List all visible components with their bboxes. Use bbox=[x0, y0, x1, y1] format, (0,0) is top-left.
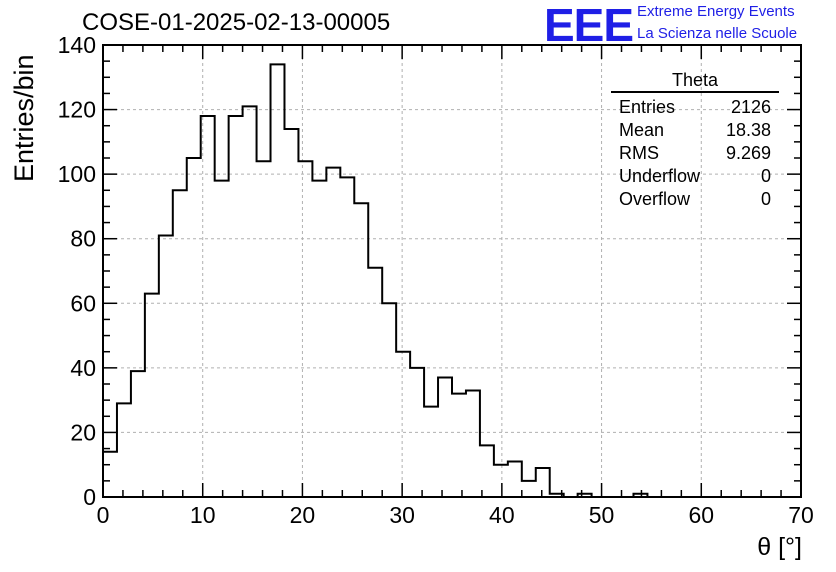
stats-value: 2126 bbox=[730, 97, 771, 117]
histogram-bin bbox=[340, 177, 354, 497]
stats-row: Overflow 0 bbox=[611, 188, 779, 211]
y-tick-label: 60 bbox=[70, 290, 96, 316]
histogram-bin bbox=[536, 468, 550, 497]
histogram-bin bbox=[396, 352, 410, 497]
x-axis-label: θ [°] bbox=[757, 533, 802, 561]
stats-value: 18.38 bbox=[725, 120, 771, 140]
logo-line-2: La Scienza nelle Scuole bbox=[637, 25, 798, 42]
histogram-bin bbox=[187, 158, 201, 497]
histogram-bin bbox=[382, 303, 396, 497]
stats-label: Entries bbox=[619, 97, 676, 117]
histogram-bin bbox=[103, 452, 117, 497]
histogram-bin bbox=[215, 181, 229, 497]
y-tick-label: 20 bbox=[70, 419, 96, 445]
x-tick-label: 20 bbox=[290, 502, 316, 528]
plot-title: COSE-01-2025-02-13-00005 bbox=[82, 9, 391, 36]
y-tick-label: 0 bbox=[83, 484, 96, 510]
x-tick-label: 50 bbox=[589, 502, 615, 528]
histogram-bin bbox=[243, 106, 257, 497]
axes bbox=[102, 44, 802, 498]
y-tick-label: 120 bbox=[58, 97, 96, 123]
stats-row: Mean 18.38 bbox=[611, 119, 779, 142]
stats-row: RMS 9.269 bbox=[611, 142, 779, 165]
histogram-bin bbox=[354, 203, 368, 497]
stats-title: Theta bbox=[611, 70, 779, 93]
histogram-bin bbox=[159, 235, 173, 497]
x-tick-label: 10 bbox=[190, 502, 216, 528]
histogram-bin bbox=[522, 481, 536, 497]
histogram-bin bbox=[173, 190, 187, 497]
histogram-bin bbox=[229, 116, 243, 497]
histogram-bin bbox=[466, 390, 480, 497]
histogram-bin bbox=[131, 371, 145, 497]
histogram-bin bbox=[145, 294, 159, 497]
histogram-bin bbox=[508, 461, 522, 497]
histogram-bin bbox=[326, 168, 340, 497]
y-axis-label: Entries/bin bbox=[9, 54, 39, 182]
histogram-bin bbox=[284, 129, 298, 497]
stats-label: RMS bbox=[619, 143, 659, 163]
histogram-bin bbox=[424, 407, 438, 497]
y-tick-label: 80 bbox=[70, 226, 96, 252]
histogram-bin bbox=[298, 161, 312, 497]
y-tick-label: 140 bbox=[58, 32, 96, 58]
tick-labels: 0 10 20 30 40 50 60 70 0 20 40 60 80 100 120 140 bbox=[58, 32, 814, 528]
eee-logo: EEE bbox=[544, 0, 634, 51]
stats-value: 0 bbox=[760, 189, 771, 209]
x-tick-label: 40 bbox=[489, 502, 515, 528]
histogram-bin bbox=[438, 378, 452, 497]
stats-label: Mean bbox=[619, 120, 665, 140]
y-tick-label: 40 bbox=[70, 355, 96, 381]
x-tick-label: 0 bbox=[97, 502, 110, 528]
histogram-bin bbox=[117, 403, 131, 497]
x-tick-label: 60 bbox=[688, 502, 714, 528]
stats-row: Entries 2126 bbox=[611, 96, 779, 119]
x-tick-label: 30 bbox=[389, 502, 415, 528]
logo-line-1: Extreme Energy Events bbox=[637, 3, 795, 20]
histogram-bin bbox=[480, 445, 494, 497]
stats-label: Underflow bbox=[619, 166, 701, 186]
stats-row: Underflow 0 bbox=[611, 165, 779, 188]
histogram-bin bbox=[312, 181, 326, 497]
histogram-bin bbox=[494, 465, 508, 497]
histogram-bin bbox=[452, 394, 466, 497]
histogram-bin bbox=[257, 161, 271, 497]
histogram-bin bbox=[368, 268, 382, 497]
grid-lines bbox=[103, 45, 801, 497]
y-tick-label: 100 bbox=[58, 161, 96, 187]
stats-value: 9.269 bbox=[725, 143, 771, 163]
x-tick-label: 70 bbox=[788, 502, 814, 528]
stats-box: Theta Entries 2126 Mean 18.38 RMS 9.269 Und… bbox=[611, 70, 779, 211]
stats-label: Overflow bbox=[619, 189, 691, 209]
stats-value: 0 bbox=[760, 166, 771, 186]
